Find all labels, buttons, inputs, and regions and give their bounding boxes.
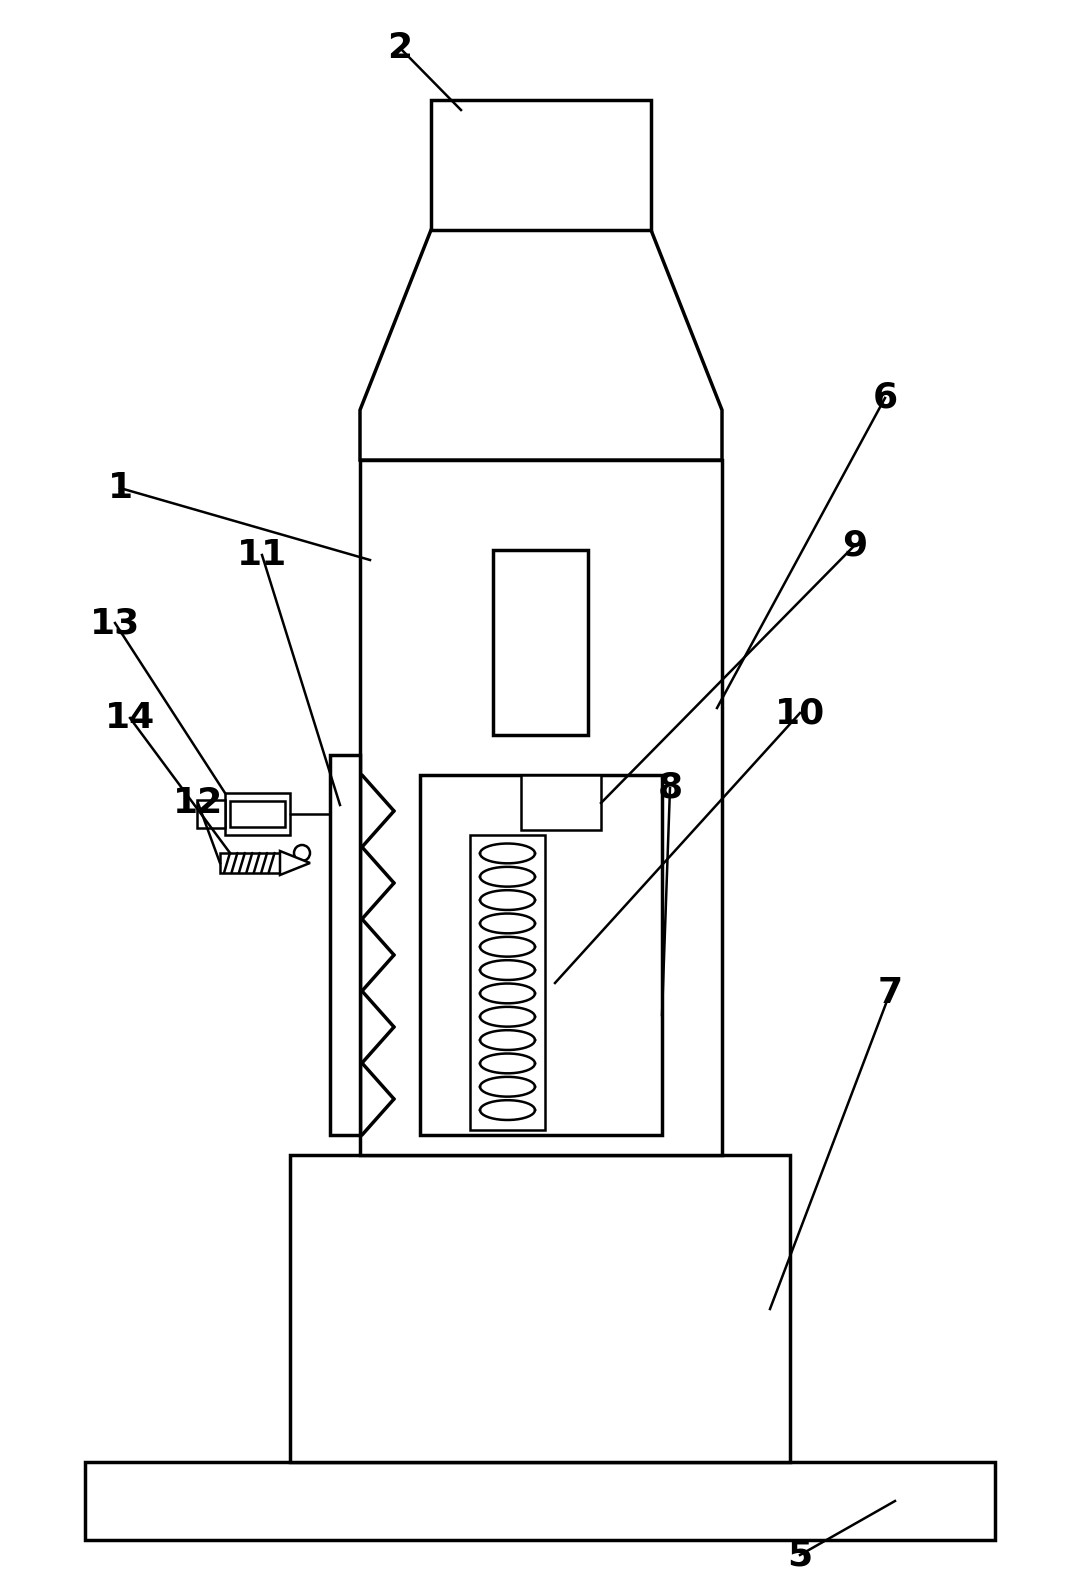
Polygon shape — [360, 229, 722, 460]
Text: 10: 10 — [775, 696, 826, 730]
Bar — [220, 852, 280, 873]
Bar — [470, 835, 545, 1129]
Text: 2: 2 — [387, 30, 412, 65]
Bar — [522, 776, 601, 830]
Text: 5: 5 — [788, 1537, 813, 1572]
Bar — [420, 776, 662, 1134]
Polygon shape — [280, 851, 311, 875]
Text: 12: 12 — [173, 785, 223, 820]
Bar — [330, 755, 360, 1134]
Bar — [290, 1155, 790, 1462]
Bar — [431, 100, 651, 229]
Bar — [197, 800, 225, 828]
Bar — [230, 801, 285, 827]
Text: 11: 11 — [237, 538, 287, 572]
Text: 1: 1 — [107, 472, 133, 505]
Text: 7: 7 — [878, 977, 902, 1010]
Text: 14: 14 — [105, 701, 155, 734]
Circle shape — [294, 844, 311, 860]
Text: 9: 9 — [843, 527, 868, 562]
Bar — [225, 793, 290, 835]
Text: 8: 8 — [658, 771, 683, 804]
Bar — [360, 460, 722, 1155]
Text: 13: 13 — [90, 605, 141, 640]
Bar — [493, 550, 588, 734]
Text: 6: 6 — [872, 381, 898, 416]
Bar — [85, 1462, 995, 1540]
